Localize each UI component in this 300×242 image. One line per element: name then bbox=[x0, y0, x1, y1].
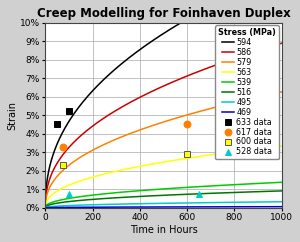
469 bbox=[70, 206, 74, 209]
Line: 633 data: 633 data bbox=[54, 108, 73, 128]
495 bbox=[275, 200, 279, 203]
495 bbox=[280, 200, 284, 203]
Line: 516: 516 bbox=[45, 191, 282, 207]
469 bbox=[280, 205, 284, 208]
Line: 563: 563 bbox=[45, 146, 282, 207]
469 bbox=[85, 206, 88, 209]
633 data bbox=[56, 123, 59, 126]
Line: 539: 539 bbox=[45, 182, 282, 207]
539 bbox=[144, 189, 148, 192]
586 bbox=[44, 203, 47, 206]
Line: 586: 586 bbox=[45, 43, 282, 205]
539 bbox=[85, 194, 88, 197]
579 bbox=[134, 130, 138, 133]
594 bbox=[44, 202, 47, 205]
Title: Creep Modelling for Foinhaven Duplex: Creep Modelling for Foinhaven Duplex bbox=[37, 7, 290, 20]
516 bbox=[44, 206, 47, 209]
516 bbox=[280, 189, 284, 192]
539 bbox=[70, 196, 74, 199]
586 bbox=[85, 129, 88, 132]
516 bbox=[134, 195, 138, 198]
579 bbox=[85, 152, 88, 155]
Line: 600 data: 600 data bbox=[60, 151, 190, 169]
Y-axis label: Strain: Strain bbox=[7, 101, 17, 130]
586 bbox=[275, 43, 279, 46]
579 bbox=[44, 204, 47, 207]
617 data bbox=[185, 123, 189, 126]
Line: 528 data: 528 data bbox=[65, 190, 203, 197]
594 bbox=[85, 96, 88, 99]
516 bbox=[275, 189, 279, 192]
539 bbox=[280, 181, 284, 184]
563 bbox=[275, 145, 279, 148]
563 bbox=[44, 205, 47, 208]
579 bbox=[144, 126, 148, 129]
528 data bbox=[197, 192, 201, 195]
X-axis label: Time in Hours: Time in Hours bbox=[130, 225, 197, 235]
Line: 469: 469 bbox=[45, 207, 282, 208]
594 bbox=[134, 51, 138, 54]
539 bbox=[44, 206, 47, 209]
563 bbox=[280, 144, 284, 147]
516 bbox=[144, 195, 148, 197]
495 bbox=[85, 204, 88, 206]
594 bbox=[70, 115, 74, 118]
Line: 495: 495 bbox=[45, 202, 282, 208]
Line: 579: 579 bbox=[45, 92, 282, 206]
539 bbox=[250, 182, 253, 185]
579 bbox=[70, 161, 74, 164]
469 bbox=[44, 206, 47, 209]
495 bbox=[44, 206, 47, 209]
469 bbox=[144, 205, 148, 208]
579 bbox=[275, 91, 279, 94]
469 bbox=[250, 205, 253, 208]
528 data bbox=[67, 192, 71, 195]
579 bbox=[250, 97, 253, 100]
Line: 594: 594 bbox=[45, 0, 282, 204]
563 bbox=[134, 166, 138, 168]
495 bbox=[250, 201, 253, 204]
586 bbox=[134, 98, 138, 101]
586 bbox=[250, 51, 253, 54]
516 bbox=[250, 190, 253, 193]
594 bbox=[144, 44, 148, 46]
495 bbox=[70, 204, 74, 207]
586 bbox=[280, 42, 284, 45]
600 data bbox=[61, 164, 65, 166]
Line: 617 data: 617 data bbox=[60, 121, 190, 150]
563 bbox=[144, 164, 148, 166]
495 bbox=[144, 202, 148, 205]
539 bbox=[134, 189, 138, 192]
617 data bbox=[61, 145, 65, 148]
Legend: 594, 586, 579, 563, 539, 516, 495, 469, 633 data, 617 data, 600 data, 528 data: 594, 586, 579, 563, 539, 516, 495, 469, … bbox=[215, 25, 279, 159]
563 bbox=[85, 177, 88, 180]
469 bbox=[134, 206, 138, 209]
495 bbox=[134, 202, 138, 205]
469 bbox=[275, 205, 279, 208]
516 bbox=[85, 198, 88, 201]
516 bbox=[70, 200, 74, 203]
600 data bbox=[185, 152, 189, 155]
563 bbox=[70, 182, 74, 185]
539 bbox=[275, 181, 279, 184]
563 bbox=[250, 148, 253, 151]
586 bbox=[70, 142, 74, 145]
633 data bbox=[67, 110, 71, 113]
586 bbox=[144, 93, 148, 96]
579 bbox=[280, 90, 284, 93]
